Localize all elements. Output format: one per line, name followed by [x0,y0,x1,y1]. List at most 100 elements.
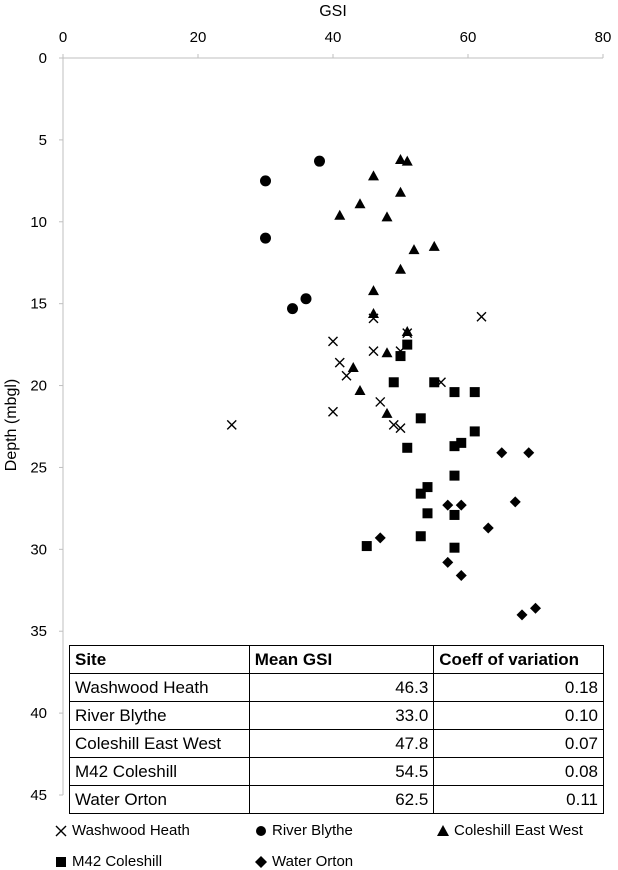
table-cell-mean: 46.3 [248,673,435,702]
data-point-square [422,508,433,519]
y-tick-label: 20 [30,378,47,395]
table-cell-mean: 33.0 [248,701,435,730]
table-header-mean-gsi: Mean GSI [248,645,435,674]
data-point-square [361,541,372,552]
data-point-square [415,488,426,499]
data-point-triangle [395,186,406,197]
table-cell-site: Coleshill East West [69,729,250,758]
x-tick-label: 80 [595,29,612,46]
data-point-diamond [374,532,386,544]
data-point-diamond [509,496,521,508]
data-point-triangle [381,407,393,418]
data-point-diamond [530,602,541,614]
data-point-circle [260,232,271,244]
triangle-marker-icon [437,824,449,836]
table-cell-coeff: 0.07 [433,729,604,758]
data-point-triangle [401,155,413,166]
table-cell-coeff: 0.18 [433,673,604,702]
data-point-x [395,423,406,434]
data-point-x [334,357,345,368]
x-tick-label: 60 [460,29,477,46]
y-tick-label: 30 [30,541,47,558]
data-point-diamond [523,447,535,459]
table-header-row: Site Mean GSI Coeff of variation [69,645,604,674]
data-point-x [328,336,338,347]
legend-item-river-blythe: River Blythe [254,822,353,839]
data-point-triangle [408,244,420,255]
data-point-square [415,413,426,424]
data-point-x [341,370,352,381]
data-point-x [388,419,399,430]
x-tick-label: 20 [190,29,207,46]
data-point-x [375,396,386,407]
table-cell-coeff: 0.08 [433,757,604,786]
legend-item-coleshill-east-west: Coleshill East West [436,822,583,839]
x-axis-title: GSI [319,3,347,20]
table-cell-site: Washwood Heath [69,673,250,702]
data-point-triangle [401,326,413,337]
data-point-square [415,531,426,542]
data-point-square [449,470,460,481]
y-tick-label: 0 [39,50,47,67]
legend-label: M42 Coleshill [72,853,163,870]
data-point-square [422,482,433,493]
data-point-square [449,387,460,398]
data-point-square [429,377,440,388]
data-point-triangle [347,362,359,373]
data-point-triangle [395,263,406,274]
square-marker-icon [56,856,66,867]
x-tick-label: 40 [325,29,342,46]
y-tick-label: 35 [30,623,47,640]
data-point-circle [260,175,271,187]
table-row: M42 Coleshill 54.5 0.08 [69,757,604,786]
data-point-triangle [368,307,379,318]
data-point-triangle [395,154,406,165]
data-point-square [449,441,460,452]
data-point-square [449,509,460,520]
legend-item-water-orton: Water Orton [254,853,353,870]
axes: 0 20 40 60 80 0 5 10 15 20 25 30 35 40 45 [30,29,611,804]
table-row: Water Orton 62.5 0.11 [69,785,604,814]
data-point-diamond [482,522,494,534]
data-point-circle [287,303,298,315]
table-cell-mean: 54.5 [248,757,435,786]
data-point-square [402,442,413,453]
summary-table: Site Mean GSI Coeff of variation Washwoo… [69,645,604,814]
data-point-circle [314,155,325,167]
table-row: Coleshill East West 47.8 0.07 [69,729,604,758]
data-point-triangle [334,209,346,220]
y-tick-label: 40 [30,705,47,722]
legend-label: Washwood Heath [72,822,190,839]
data-point-square [402,339,413,350]
data-point-square [449,542,460,553]
data-point-diamond [496,447,508,459]
data-point-circle [300,293,312,305]
diamond-marker-icon [255,855,267,868]
data-point-triangle [368,170,379,181]
table-cell-coeff: 0.11 [433,785,604,814]
table-header-site: Site [69,645,250,674]
circle-marker-icon [256,825,266,836]
data-point-diamond [455,570,467,582]
data-point-x [368,346,379,357]
data-point-diamond [455,499,467,511]
legend-label: River Blythe [272,822,353,839]
data-points [226,154,541,621]
data-point-x [328,406,338,417]
table-cell-site: M42 Coleshill [69,757,250,786]
data-point-triangle [428,240,440,251]
data-point-diamond [442,499,454,511]
data-point-square [395,351,406,362]
table-row: Washwood Heath 46.3 0.18 [69,673,604,702]
data-point-triangle [354,384,366,395]
data-point-square [388,377,399,388]
data-point-square [469,426,480,437]
table-cell-mean: 62.5 [248,785,435,814]
table-cell-site: Water Orton [69,785,250,814]
table-header-coeff: Coeff of variation [433,645,604,674]
data-point-triangle [368,285,379,296]
y-tick-label: 10 [30,214,47,231]
data-point-square [469,387,480,398]
x-tick-label: 0 [59,29,67,46]
table-cell-mean: 47.8 [248,729,435,758]
